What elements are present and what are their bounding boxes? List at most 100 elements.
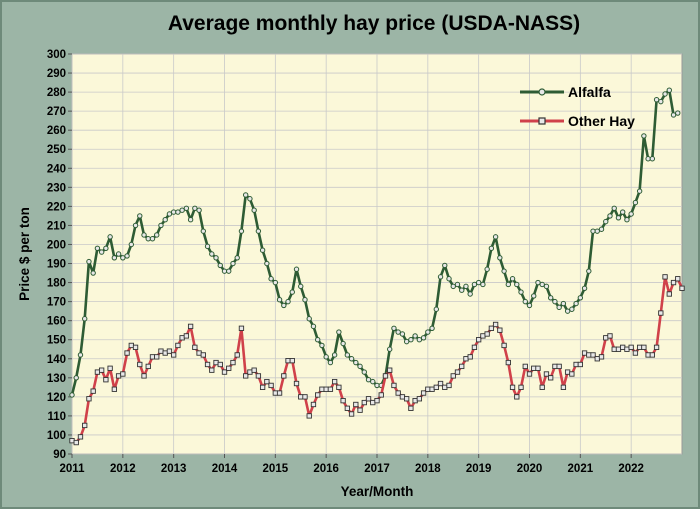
data-point-alfalfa [331,352,338,358]
data-point-alfalfa [73,375,79,381]
y-tick-label: 300 [47,49,66,61]
data-point-alfalfa [501,268,507,274]
data-point-other-hay [590,352,596,358]
data-point-other-hay [340,398,346,404]
data-point-other-hay [179,335,185,341]
data-point-other-hay [454,369,461,375]
data-point-other-hay [230,359,236,366]
data-point-other-hay [268,382,274,389]
data-point-alfalfa [505,281,512,288]
x-axis-label: Year/Month [341,484,414,499]
data-point-alfalfa [158,222,164,229]
data-point-other-hay [404,396,410,402]
data-point-alfalfa [395,329,401,335]
y-tick-label: 160 [47,316,66,328]
data-point-alfalfa [442,262,448,269]
data-point-other-hay [94,369,101,375]
data-point-other-hay [293,380,300,387]
data-point-alfalfa [209,251,215,257]
data-point-other-hay [374,398,380,404]
data-point-other-hay [370,399,376,406]
data-point-alfalfa [531,293,537,299]
data-point-other-hay [399,394,406,400]
data-point-alfalfa [298,283,304,290]
data-point-alfalfa [653,97,660,103]
y-tick-label: 290 [47,68,66,80]
y-tick-label: 270 [47,106,66,118]
data-point-other-hay [209,367,215,373]
data-point-other-hay [420,390,427,396]
data-point-alfalfa [285,298,291,305]
data-point-other-hay [73,439,79,446]
data-point-alfalfa [497,255,503,261]
data-point-alfalfa [276,297,283,303]
data-point-other-hay [620,344,626,350]
data-point-alfalfa [480,281,486,288]
data-point-other-hay [450,373,456,379]
series-other-hay [69,274,685,446]
data-point-other-hay [476,337,482,343]
data-point-other-hay [467,354,473,360]
data-point-alfalfa [230,260,236,267]
data-point-other-hay [433,384,439,390]
data-point-other-hay [247,369,253,375]
data-point-alfalfa [459,287,465,293]
data-point-alfalfa [619,209,626,215]
data-point-other-hay [158,348,164,354]
x-tick-label: 2019 [466,463,492,475]
data-point-other-hay [276,390,283,396]
data-point-alfalfa [289,289,295,295]
data-point-other-hay [145,363,151,370]
data-point-other-hay [365,396,372,402]
data-point-other-hay [243,373,249,379]
data-point-alfalfa [492,234,499,240]
data-point-other-hay [187,323,194,330]
data-point-alfalfa [344,352,351,358]
data-point-alfalfa [598,226,605,232]
x-tick-label: 2013 [161,463,187,475]
data-point-other-hay [226,365,232,371]
x-tick-label: 2011 [60,463,86,475]
data-point-alfalfa [552,298,558,305]
y-tick-label: 250 [47,144,66,156]
data-point-other-hay [459,363,465,370]
data-point-other-hay [670,279,677,286]
data-point-other-hay [641,344,647,350]
data-point-alfalfa [387,346,393,352]
data-point-other-hay [331,378,338,385]
data-point-alfalfa [662,91,668,97]
data-point-other-hay [183,333,190,339]
y-tick-label: 100 [47,430,66,442]
data-point-alfalfa [226,268,232,274]
data-point-other-hay [653,344,660,350]
data-point-other-hay [548,375,554,381]
data-point-alfalfa [264,260,270,267]
data-point-other-hay [636,344,643,350]
data-point-alfalfa [259,247,266,253]
data-point-alfalfa [514,281,520,288]
data-point-other-hay [272,390,278,396]
data-point-alfalfa [149,236,156,242]
data-point-alfalfa [399,331,406,337]
x-tick-label: 2016 [313,463,339,475]
data-point-alfalfa [336,329,342,335]
data-point-alfalfa [340,340,346,347]
data-point-alfalfa [319,342,325,349]
data-point-other-hay [298,394,304,400]
data-point-alfalfa [183,205,190,211]
data-point-alfalfa [255,228,262,234]
data-point-alfalfa [268,276,274,282]
data-point-alfalfa [518,289,524,295]
data-point-alfalfa [141,232,147,238]
data-point-alfalfa [348,356,355,362]
data-point-alfalfa [242,192,249,198]
data-point-alfalfa [251,207,257,213]
data-point-other-hay [327,386,334,392]
data-point-other-hay [281,373,287,379]
data-point-other-hay [429,386,435,392]
data-point-other-hay [615,346,622,352]
data-point-alfalfa [433,306,440,312]
data-point-other-hay [560,384,567,390]
data-point-alfalfa [103,245,109,251]
